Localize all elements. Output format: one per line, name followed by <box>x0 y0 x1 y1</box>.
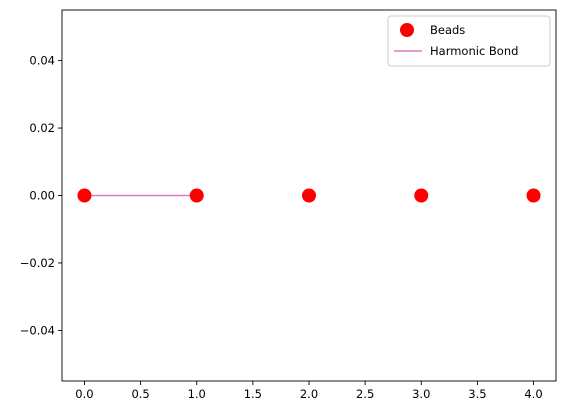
legend-box <box>387 15 551 67</box>
x-tick-label: 2.0 <box>300 387 318 401</box>
y-tick-label: −0.02 <box>20 256 55 270</box>
y-tick-label: 0.02 <box>29 121 55 135</box>
legend: Beads Harmonic Bond <box>387 15 551 67</box>
x-tick-label: 0.5 <box>131 387 149 401</box>
bead-point <box>414 188 429 203</box>
legend-label-harmonic-bond: Harmonic Bond <box>430 44 518 58</box>
x-tick-label: 1.0 <box>188 387 206 401</box>
y-tick-label: −0.04 <box>20 323 55 337</box>
y-axis: 0.04 0.02 0.00 −0.02 −0.04 <box>20 54 62 337</box>
x-tick-label: 4.0 <box>524 387 542 401</box>
legend-label-beads: Beads <box>430 23 465 37</box>
bead-point <box>302 188 316 203</box>
bead-point <box>77 188 92 203</box>
y-tick-label: 0.04 <box>29 54 55 68</box>
bead-point <box>189 188 204 203</box>
x-tick-label: 1.5 <box>244 387 262 401</box>
x-tick-label: 3.5 <box>468 387 486 401</box>
x-tick-label: 3.0 <box>412 387 430 401</box>
x-tick-label: 0.0 <box>75 387 93 401</box>
x-axis: 0.0 0.5 1.0 1.5 2.0 2.5 3.0 3.5 4.0 <box>75 381 543 401</box>
y-tick-label: 0.00 <box>29 189 55 203</box>
legend-marker-beads <box>400 23 414 37</box>
x-tick-label: 2.5 <box>356 387 374 401</box>
bead-point <box>526 188 541 203</box>
